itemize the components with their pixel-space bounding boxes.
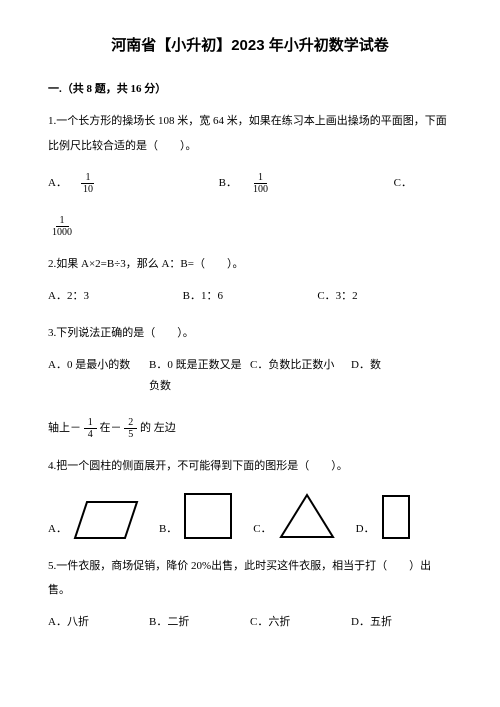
q5-option-d: D．五折 — [351, 612, 452, 633]
q1-option-c-frac: 1 1000 — [48, 215, 452, 238]
question-1: 1.一个长方形的操场长 108 米，宽 64 米，如果在练习本上画出操场的平面图… — [48, 109, 452, 237]
q4-option-d: D． — [356, 494, 411, 540]
q2-options: A．2：3 B．1：6 C．3：2 — [48, 286, 452, 307]
q1-option-b: B． 1 100 — [219, 172, 272, 195]
q5-options: A．八折 B．二折 C．六折 D．五折 — [48, 612, 452, 633]
q1-c-label: C． — [394, 173, 412, 194]
q2-option-b: B．1：6 — [183, 286, 318, 307]
q1-c-fraction: 1 1000 — [48, 215, 76, 238]
q3-options: A．0 是最小的数 B．0 既是正数又是负数 C．负数比正数小 D．数 — [48, 355, 452, 397]
question-3: 3.下列说法正确的是（ ）。 A．0 是最小的数 B．0 既是正数又是负数 C．… — [48, 321, 452, 440]
exam-page: 河南省【小升初】2023 年小升初数学试卷 一.（共 8 题，共 16 分） 1… — [0, 0, 500, 671]
q3-frac2: 2 5 — [124, 417, 137, 440]
q1-text: 1.一个长方形的操场长 108 米，宽 64 米，如果在练习本上画出操场的平面图… — [48, 109, 452, 157]
q3-extra-mid: 在－ — [100, 422, 122, 434]
q2-text: 2.如果 A×2=B÷3，那么 A：B=（ ）。 — [48, 252, 452, 276]
rectangle-icon — [381, 494, 411, 540]
q4-option-a: A． — [48, 500, 139, 540]
triangle-icon — [278, 492, 336, 540]
q2-option-c: C．3：2 — [317, 286, 452, 307]
q3-text: 3.下列说法正确的是（ ）。 — [48, 321, 452, 345]
q5-option-c: C．六折 — [250, 612, 351, 633]
q4-option-b: B． — [159, 492, 233, 540]
q3-frac1: 1 4 — [84, 417, 97, 440]
q1-option-a: A． 1 10 — [48, 172, 97, 195]
q5-option-a: A．八折 — [48, 612, 149, 633]
q4-shapes: A． B． C． D． — [48, 492, 452, 540]
q1-b-fraction: 1 100 — [249, 172, 272, 195]
q3-option-a: A．0 是最小的数 — [48, 355, 149, 397]
q4-d-label: D． — [356, 519, 375, 540]
question-4: 4.把一个圆柱的侧面展开，不可能得到下面的图形是（ ）。 A． B． C． — [48, 454, 452, 540]
q4-c-label: C． — [253, 519, 271, 540]
q3-option-b: B．0 既是正数又是负数 — [149, 355, 250, 397]
section-1-header: 一.（共 8 题，共 16 分） — [48, 79, 452, 100]
q4-a-label: A． — [48, 519, 67, 540]
q4-b-label: B． — [159, 519, 177, 540]
q3-extra-pre: 轴上－ — [48, 422, 81, 434]
q4-option-c: C． — [253, 492, 335, 540]
q2-option-a: A．2：3 — [48, 286, 183, 307]
q1-option-c-label: C． — [394, 172, 412, 195]
q1-a-label: A． — [48, 173, 67, 194]
q3-extra: 轴上－ 1 4 在－ 2 5 的 左边 — [48, 417, 452, 440]
q5-option-b: B．二折 — [149, 612, 250, 633]
q3-option-c: C．负数比正数小 — [250, 355, 351, 397]
square-icon — [183, 492, 233, 540]
q1-a-fraction: 1 10 — [79, 172, 97, 195]
question-5: 5.一件衣服，商场促销，降价 20%出售，此时买这件衣服，相当于打（ ）出售。 … — [48, 554, 452, 633]
question-2: 2.如果 A×2=B÷3，那么 A：B=（ ）。 A．2：3 B．1：6 C．3… — [48, 252, 452, 307]
parallelogram-icon — [73, 500, 139, 540]
q5-text: 5.一件衣服，商场促销，降价 20%出售，此时买这件衣服，相当于打（ ）出售。 — [48, 554, 452, 602]
q4-text: 4.把一个圆柱的侧面展开，不可能得到下面的图形是（ ）。 — [48, 454, 452, 478]
exam-title: 河南省【小升初】2023 年小升初数学试卷 — [48, 32, 452, 61]
q3-extra-post: 的 左边 — [140, 422, 176, 434]
q3-option-d: D．数 — [351, 355, 452, 397]
q1-b-label: B． — [219, 173, 237, 194]
q1-options-row1: A． 1 10 B． 1 100 C． — [48, 172, 452, 195]
